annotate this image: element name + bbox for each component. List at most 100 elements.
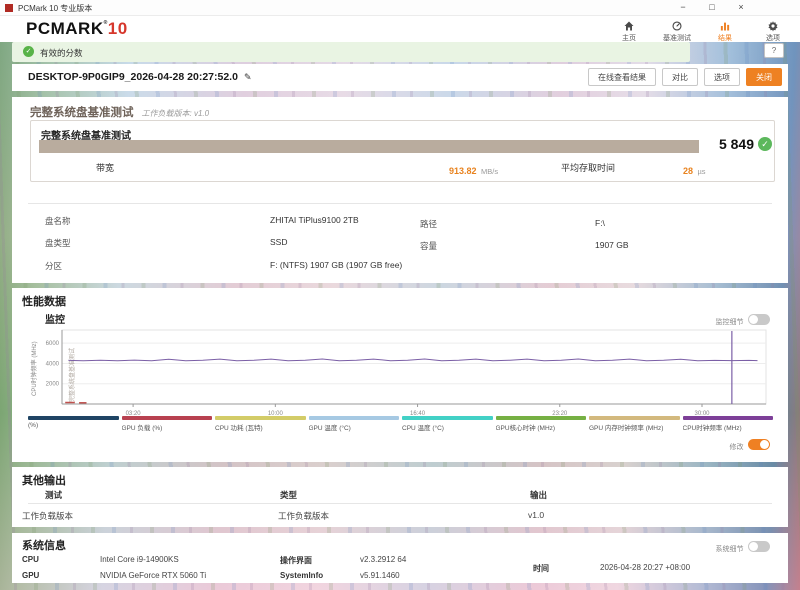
system-details-control: 系统细节	[716, 538, 770, 556]
row-test-value: 工作负载版本	[22, 511, 74, 521]
nav-label: 结果	[718, 35, 732, 42]
chart-legend: (%) GPU 负载 (%) CPU 功耗 (瓦特) GPU 温度 (°C) CPU 温…	[28, 416, 773, 432]
benchmark-section-title: 完整系统盘基准测试	[30, 107, 134, 119]
edit-toggle-label: 修改	[729, 444, 744, 451]
ui-version-label: 操作界面	[280, 556, 312, 565]
legend-item[interactable]: CPU 温度 (°C)	[402, 416, 493, 432]
disk-name-label: 盘名称	[45, 216, 71, 226]
systeminfo-label: SystemInfo	[280, 571, 324, 580]
score-card-title: 完整系统盘基准测试	[41, 131, 131, 142]
legend-item[interactable]: GPU 内存时钟频率 (MHz)	[589, 416, 680, 432]
result-actions: 在线查看结果 对比 选项 关闭	[588, 68, 782, 86]
nav-gauge-tab[interactable]: 基准测试	[658, 17, 696, 43]
performance-card: 性能数据 监控 监控细节 2000 4000 6000 03:20 10:00 16:40…	[12, 288, 788, 462]
gear-icon	[767, 19, 779, 32]
home-icon	[623, 19, 635, 32]
logo-number: 10	[107, 19, 128, 38]
gpu-label: GPU	[22, 571, 40, 580]
legend-label: (%)	[28, 422, 39, 429]
main-nav: 主页 基准测试 结果 选项	[610, 17, 792, 43]
disk-path-label: 路径	[420, 219, 438, 229]
pcmark-logo: PCMARK®10	[26, 19, 128, 39]
system-details-toggle[interactable]	[748, 541, 770, 553]
svg-text:16:40: 16:40	[410, 411, 426, 417]
svg-text:03:20: 03:20	[126, 411, 142, 417]
legend-item[interactable]: GPU核心时钟 (MHz)	[495, 416, 586, 432]
col-header-type: 类型	[280, 490, 298, 500]
maximize-button[interactable]: □	[709, 2, 715, 12]
disk-path-value: F:\	[595, 218, 605, 228]
nav-label: 主页	[622, 35, 636, 42]
legend-color-bar	[28, 416, 119, 420]
close-window-button[interactable]: ×	[738, 2, 744, 12]
close-result-button[interactable]: 关闭	[746, 68, 782, 86]
divider	[28, 503, 772, 504]
legend-color-bar	[682, 416, 773, 420]
legend-item[interactable]: CPU 功耗 (瓦特)	[215, 416, 306, 432]
row-output-value: v1.0	[528, 510, 545, 520]
edit-toggle[interactable]	[748, 439, 770, 451]
svg-text:完整系统盘基准测试: 完整系统盘基准测试	[68, 348, 76, 402]
other-output-card: 其他输出 测试 类型 输出 工作负载版本 工作负载版本 v1.0	[12, 467, 788, 527]
cpu-label: CPU	[22, 555, 39, 564]
bandwidth-value: 913.82 MB/s	[449, 166, 499, 176]
results-icon	[719, 19, 731, 32]
legend-label: CPU 温度 (°C)	[402, 425, 444, 432]
system-info-card: 系统信息 系统细节 CPU Intel Core i9-14900KS GPU …	[12, 533, 788, 583]
legend-item[interactable]: GPU 温度 (°C)	[308, 416, 399, 432]
workload-version: 工作负载版本: v1.0	[141, 109, 210, 118]
legend-label: GPU核心时钟 (MHz)	[495, 425, 556, 432]
svg-text:30:00: 30:00	[694, 411, 710, 417]
nav-results-icon-tab[interactable]: 结果	[706, 17, 744, 43]
compare-button[interactable]: 对比	[662, 68, 698, 86]
minimize-button[interactable]: −	[680, 2, 686, 12]
view-online-button[interactable]: 在线查看结果	[588, 68, 656, 86]
legend-color-bar	[308, 416, 399, 420]
svg-text:4000: 4000	[46, 361, 60, 367]
options-button[interactable]: 选项	[704, 68, 740, 86]
score-value: 5 849	[718, 136, 754, 152]
performance-title: 性能数据	[22, 296, 66, 308]
result-name: DESKTOP-9P0GIP9_2026-04-28 20:27:52.0	[28, 71, 238, 83]
disk-type-label: 盘类型	[45, 238, 71, 248]
legend-label: GPU 负载 (%)	[121, 425, 163, 432]
score-card: 完整系统盘基准测试 5 849 ✓ 带宽 913.82 MB/s 平均存取时间 …	[30, 120, 775, 182]
nav-home-tab[interactable]: 主页	[610, 17, 648, 43]
col-header-test: 测试	[45, 490, 63, 500]
monitor-chart[interactable]: 2000 4000 6000 03:20 10:00 16:40 23:20 30:00 CPU…	[28, 324, 773, 425]
access-time-label: 平均存取时间	[561, 163, 616, 173]
logo-text: PCMARK	[26, 19, 104, 38]
access-time-value: 28 µs	[683, 166, 706, 176]
toggle-knob	[749, 542, 758, 552]
legend-item[interactable]: (%)	[28, 416, 119, 432]
other-output-title: 其他输出	[22, 475, 66, 487]
row-type-value: 工作负载版本	[278, 511, 330, 521]
window-titlebar: PCMark 10 专业版本 − □ ×	[0, 0, 800, 16]
svg-text:10:00: 10:00	[268, 411, 284, 417]
registered-mark: ®	[103, 20, 108, 26]
legend-item[interactable]: CPU时钟频率 (MHz)	[682, 416, 773, 432]
divider	[28, 203, 772, 204]
help-button[interactable]: ?	[764, 43, 784, 58]
system-details-label: 系统细节	[715, 546, 744, 553]
gpu-value: NVIDIA GeForce RTX 5060 Ti	[100, 571, 207, 580]
result-header-card: DESKTOP-9P0GIP9_2026-04-28 20:27:52.0 ✎ 在…	[12, 64, 788, 91]
system-info-title: 系统信息	[22, 540, 66, 552]
svg-text:23:20: 23:20	[552, 411, 568, 417]
legend-item[interactable]: GPU 负载 (%)	[121, 416, 212, 432]
legend-color-bar	[215, 416, 306, 420]
toggle-knob	[749, 315, 758, 325]
disk-name-value: ZHITAI TiPlus9100 2TB	[270, 215, 359, 225]
legend-label: GPU 温度 (°C)	[308, 425, 351, 432]
time-value: 2026-04-28 20:27 +08:00	[600, 563, 691, 572]
edit-icon[interactable]: ✎	[243, 72, 252, 82]
legend-label: CPU时钟频率 (MHz)	[682, 425, 742, 432]
col-header-output: 输出	[530, 490, 548, 500]
monitor-details-label: 监控细节	[715, 319, 744, 326]
svg-text:CPU时钟频率 (MHz): CPU时钟频率 (MHz)	[30, 341, 38, 396]
benchmark-card: 完整系统盘基准测试 工作负载版本: v1.0 完整系统盘基准测试 5 849 ✓ …	[12, 97, 788, 283]
nav-gear-tab[interactable]: 选项	[754, 17, 792, 43]
valid-score-text: 有效的分数	[40, 48, 83, 58]
bandwidth-label: 带宽	[96, 163, 115, 173]
monitor-details-toggle[interactable]	[748, 314, 770, 326]
